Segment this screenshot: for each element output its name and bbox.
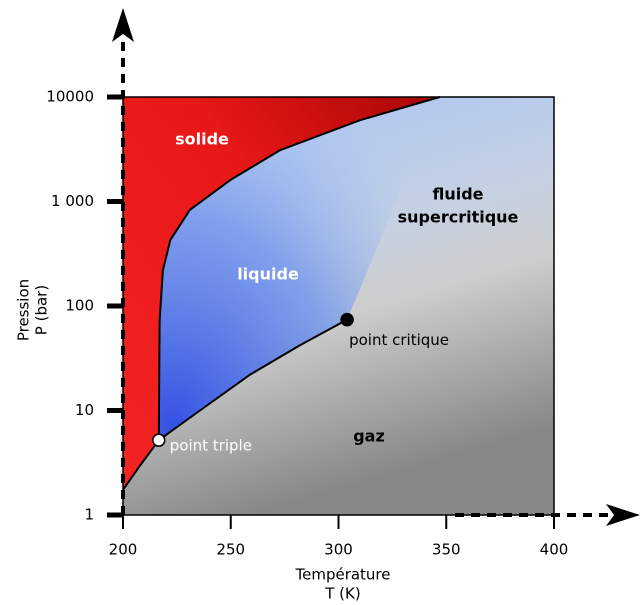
phase-point [152,433,166,447]
region-label: solide [175,130,229,149]
x-tick-label: 200 [109,541,138,559]
phase-point [340,312,354,327]
region-label: fluide [432,185,483,204]
y-tick-label: 10 [75,401,94,419]
phase-boundary [122,439,160,491]
x-axis-label: Température [294,566,390,584]
region-label: liquide [237,265,299,284]
y-tick-label: 1 000 [51,192,94,210]
region-label: gaz [353,427,385,446]
y-axis-label: Pression [15,279,33,341]
y-tick-label: 10000 [46,88,94,106]
liquid-region [158,97,440,441]
y-tick-label: 100 [65,297,94,315]
y-arrow [112,8,134,42]
x-tick-label: 250 [216,541,245,559]
region-label: supercritique [398,208,519,227]
phase-boundary [158,318,348,441]
phase-boundary [157,96,441,441]
y-axis-label: P (bar) [33,285,51,335]
x-tick-label: 300 [324,541,353,559]
solid-region [123,97,440,490]
y-tick-label: 1 [84,506,94,524]
x-arrow [606,504,640,526]
x-tick-label: 400 [540,541,569,559]
point-label: point critique [349,331,449,349]
point-label: point triple [170,437,252,455]
x-tick-label: 350 [432,541,461,559]
x-axis-label: T (K) [324,585,360,603]
